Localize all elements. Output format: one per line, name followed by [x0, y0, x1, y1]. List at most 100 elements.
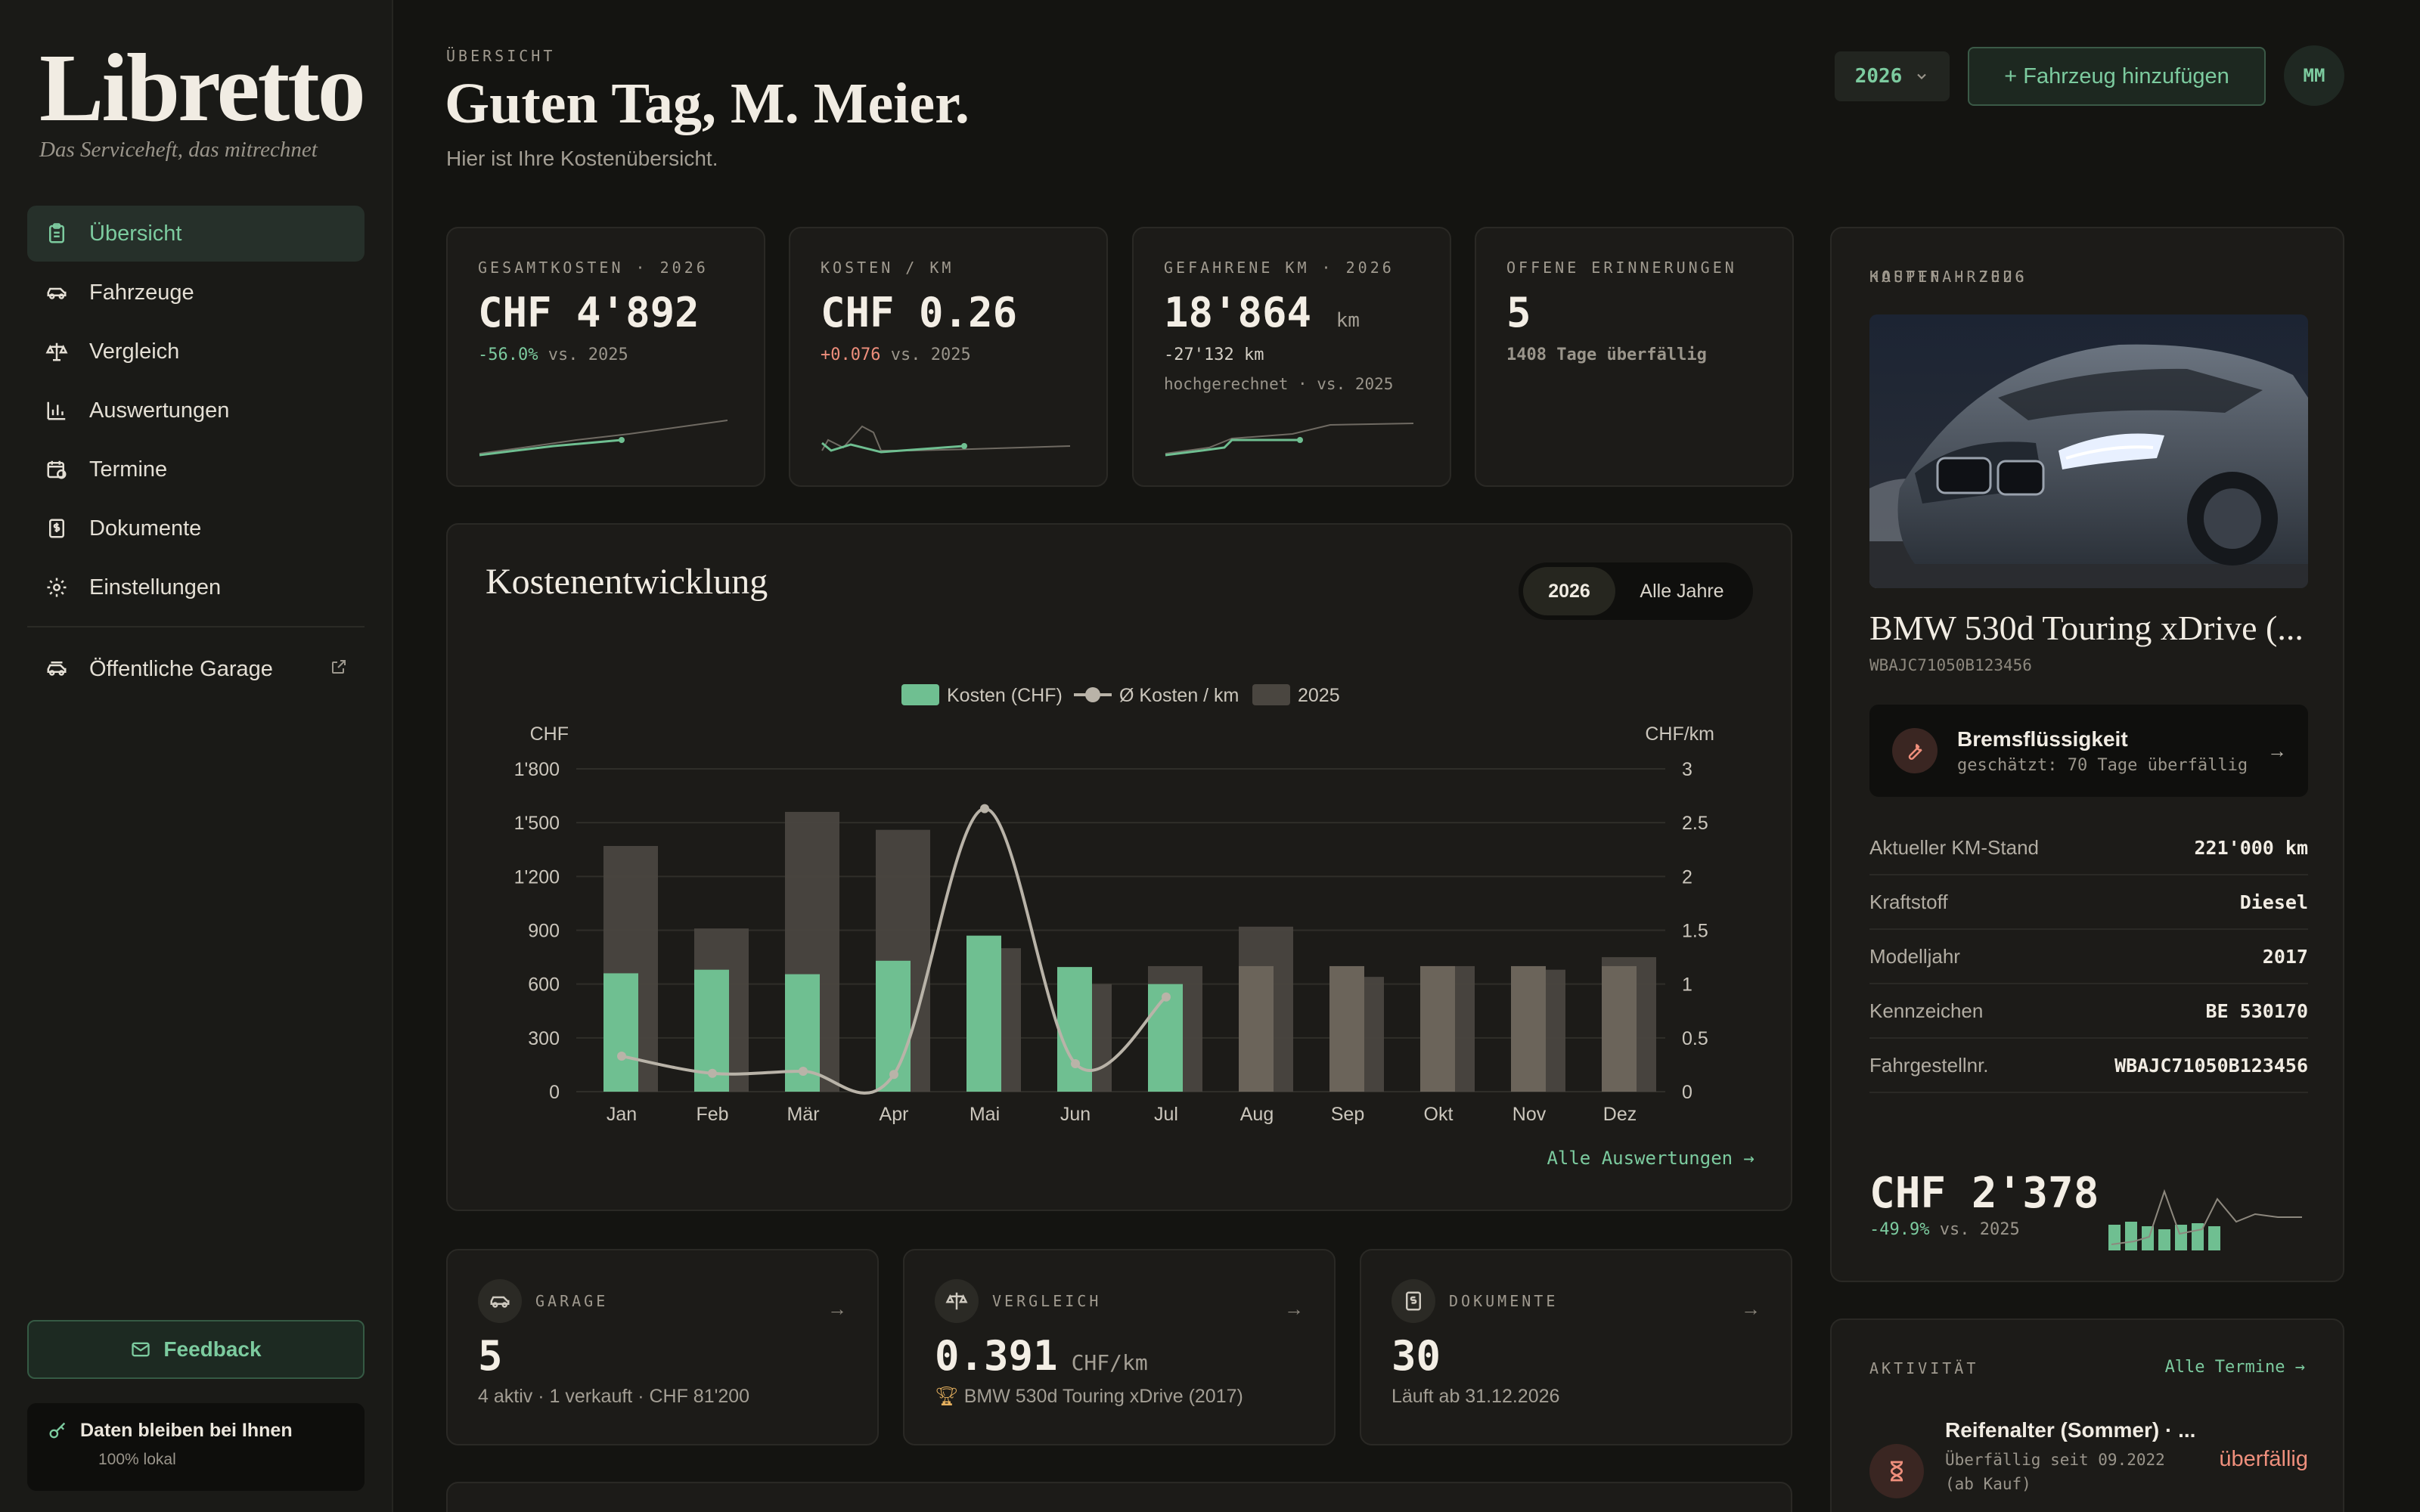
- cost-delta-suffix: vs. 2025: [1929, 1220, 2020, 1239]
- x-tick-label: Okt: [1424, 1104, 1454, 1125]
- sidebar-item-oeffentliche-garage[interactable]: Öffentliche Garage: [27, 641, 365, 697]
- chevron-down-icon: [1917, 73, 1927, 79]
- spec-key: Aktueller KM-Stand: [1869, 835, 2039, 859]
- arrow-right-icon: →: [1284, 1297, 1304, 1320]
- cost-chart: 0 300 600 900 1'200 1'500 1'800 0 0.5 1 1.5 2 2.5 3 CH…: [514, 684, 1714, 1125]
- line-point: [889, 1070, 898, 1080]
- sidebar-item-fahrzeuge[interactable]: Fahrzeuge: [27, 265, 365, 321]
- y-tick-label: 0: [549, 1082, 560, 1103]
- card-sub: BMW 530d Touring xDrive (2017): [963, 1386, 1243, 1407]
- spec-value: WBAJC71050B123456: [2114, 1054, 2308, 1077]
- bar-kosten: [603, 973, 638, 1092]
- arrow-right-icon: →: [827, 1297, 847, 1320]
- year-select[interactable]: 2026: [1835, 51, 1950, 101]
- maintenance-alert[interactable]: Bremsflüssigkeit geschätzt: 70 Tage über…: [1869, 705, 2308, 797]
- card-unit: CHF/km: [1071, 1350, 1148, 1375]
- sidebar-item-label: Auswertungen: [89, 398, 230, 423]
- sidebar-item-uebersicht[interactable]: Übersicht: [27, 206, 365, 262]
- kpi-erinnerungen[interactable]: OFFENE ERINNERUNGEN 5 1408 Tage überfäll…: [1475, 227, 1794, 487]
- vehicle-name[interactable]: BMW 530d Touring xDrive (...: [1869, 609, 2304, 647]
- y-tick-label: 1'200: [514, 866, 560, 888]
- calendar-clock-icon: [44, 457, 70, 482]
- dokumente-card[interactable]: DOKUMENTE → 30 Läuft ab 31.12.2026: [1360, 1249, 1792, 1445]
- legend-marker-kosten-km: [1085, 687, 1100, 702]
- sidebar-item-label: Übersicht: [89, 221, 182, 246]
- card-sub: Läuft ab 31.12.2026: [1392, 1386, 1560, 1407]
- x-tick-label: Jan: [607, 1104, 637, 1125]
- alert-sub: geschätzt: 70 Tage überfällig: [1957, 755, 2248, 775]
- card-sub: 4 aktiv · 1 verkauft · CHF 81'200: [478, 1386, 750, 1407]
- legend-swatch-kosten: [901, 684, 939, 705]
- x-tick-label: Nov: [1512, 1104, 1547, 1125]
- toggle-alle-jahre[interactable]: Alle Jahre: [1640, 580, 1724, 602]
- bar-kosten: [1420, 965, 1455, 1092]
- spec-key: Modelljahr: [1869, 944, 1960, 968]
- y2-tick-label: 1: [1682, 974, 1692, 996]
- y2-tick-label: 2: [1682, 866, 1692, 888]
- line-point: [1162, 992, 1171, 1002]
- sidebar-item-einstellungen[interactable]: Einstellungen: [27, 559, 365, 615]
- card-value: 0.391: [935, 1332, 1058, 1380]
- all-analyses-link[interactable]: Alle Auswertungen →: [1547, 1148, 1754, 1169]
- kpi-note: hochgerechnet · vs. 2025: [1164, 375, 1394, 394]
- y-tick-label: 900: [528, 921, 560, 942]
- x-tick-label: Mai: [970, 1104, 1000, 1125]
- line-point: [617, 1052, 626, 1061]
- sidebar-item-dokumente[interactable]: Dokumente: [27, 500, 365, 556]
- arrow-right-icon: →: [1741, 1297, 1761, 1320]
- car-icon: [44, 280, 70, 305]
- x-tick-label: Feb: [696, 1104, 728, 1125]
- sidebar: Libretto Das Serviceheft, das mitrechnet…: [0, 0, 393, 1512]
- kpi-sparkline: [479, 420, 728, 457]
- y2-tick-label: 0: [1682, 1082, 1692, 1103]
- kpi-delta-suffix: vs. 2025: [538, 345, 628, 365]
- toggle-2026[interactable]: 2026: [1523, 567, 1615, 615]
- vergleich-card[interactable]: VERGLEICH → 0.391 CHF/km 🏆︎ BMW 530d Tour…: [903, 1249, 1336, 1445]
- all-appointments-link[interactable]: Alle Termine →: [2164, 1358, 2305, 1377]
- bar-kosten: [1329, 965, 1364, 1092]
- spec-row: Modelljahr 2017: [1869, 930, 2308, 984]
- vehicle-photo[interactable]: [1869, 314, 2308, 588]
- x-tick-label: Aug: [1240, 1104, 1274, 1125]
- activity-sub2: (ab Kauf): [1945, 1474, 2031, 1493]
- card-eyebrow: HAUPTFAHRZEUG: [1869, 268, 2028, 286]
- mail-icon: [132, 1342, 150, 1357]
- kpi-gesamtkosten: GESAMTKOSTEN · 2026 CHF 4'892 -56.0% vs.…: [446, 227, 765, 487]
- nav-divider: [27, 626, 365, 627]
- scale-icon: [44, 339, 70, 364]
- activity-item[interactable]: Reifenalter (Sommer) · ... Überfällig se…: [1869, 1418, 2308, 1498]
- cost-mini-chart: [2108, 1188, 2302, 1250]
- y2-axis-label: CHF/km: [1645, 723, 1714, 745]
- y2-tick-label: 3: [1682, 759, 1692, 780]
- feedback-label: Feedback: [163, 1337, 262, 1361]
- sidebar-item-termine[interactable]: Termine: [27, 442, 365, 497]
- sidebar-item-auswertungen[interactable]: Auswertungen: [27, 383, 365, 438]
- activity-sub: Überfällig seit 09.2022: [1945, 1451, 2165, 1469]
- cost-label: KOSTEN · 2026: [1869, 268, 2028, 286]
- add-vehicle-button[interactable]: + Fahrzeug hinzufügen: [1968, 47, 2266, 106]
- card-eyebrow: AKTIVITÄT: [1869, 1359, 1979, 1377]
- y-tick-label: 1'800: [514, 759, 560, 780]
- kpi-delta-suffix: vs. 2025: [880, 345, 971, 365]
- kpi-unit: km: [1336, 309, 1360, 332]
- bar-kosten: [966, 935, 1001, 1092]
- avatar[interactable]: MM: [2284, 45, 2344, 106]
- sidebar-item-vergleich[interactable]: Vergleich: [27, 324, 365, 380]
- kpi-delta: +0.076: [821, 345, 881, 365]
- card-label: GARAGE: [535, 1292, 609, 1310]
- kpi-label: GESAMTKOSTEN · 2026: [478, 259, 709, 277]
- kpi-label: KOSTEN / KM: [821, 259, 954, 277]
- sidebar-item-label: Einstellungen: [89, 575, 222, 600]
- line-point: [799, 1066, 808, 1076]
- privacy-note: Daten bleiben bei Ihnen 100% lokal: [27, 1403, 365, 1491]
- alert-title: Bremsflüssigkeit: [1957, 727, 2128, 751]
- garage-card[interactable]: GARAGE → 5 4 aktiv · 1 verkauft · CHF 81…: [446, 1249, 879, 1445]
- bar-kosten: [1057, 967, 1092, 1092]
- sidebar-item-label: Dokumente: [89, 516, 202, 541]
- x-tick-label: Jul: [1154, 1104, 1178, 1125]
- spec-value: BE 530170: [2205, 999, 2308, 1022]
- brand-logo[interactable]: Libretto: [39, 34, 366, 141]
- brand-tagline: Das Serviceheft, das mitrechnet: [39, 138, 318, 162]
- feedback-button[interactable]: Feedback: [27, 1320, 365, 1379]
- car-icon: [478, 1279, 522, 1323]
